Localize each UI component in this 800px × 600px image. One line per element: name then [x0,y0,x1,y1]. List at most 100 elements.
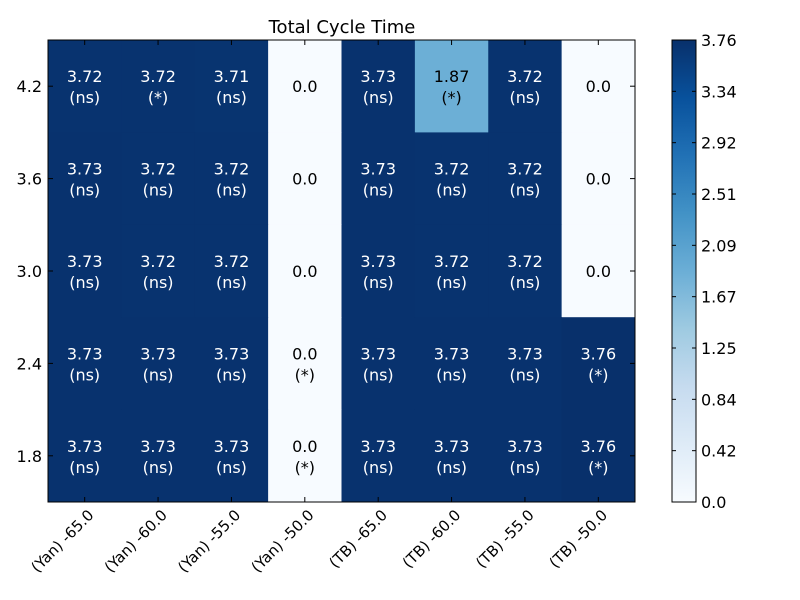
cell-value-label: 3.73 [434,437,470,456]
heatmap-cell [194,317,269,411]
cell-value-label: 3.73 [67,437,103,456]
colorbar-tick-label: 2.51 [701,185,737,204]
cell-value-label: 0.0 [586,170,611,189]
cell-annotation-label: (ns) [363,365,394,384]
cell-value-label: 3.73 [360,437,396,456]
heatmap-cell [194,132,269,226]
cell-annotation-label: (ns) [216,365,247,384]
cell-annotation-label: (ns) [143,365,174,384]
x-tick-label: (TB) -60.0 [399,506,465,572]
heatmap-cell [194,224,269,318]
x-tick-label: (Yan) -65.0 [27,506,97,576]
heatmap-cell [121,40,196,133]
heatmap-cell [341,317,416,411]
colorbar-ticks: 0.0 0.42 0.84 1.25 1.67 2.09 2.51 2.92 3.34 3.76 [672,31,737,512]
heatmap-cell [268,132,342,226]
cell-value-label: 3.76 [581,437,617,456]
cell-annotation-label: (ns) [216,88,247,107]
cell-value-label: 0.0 [292,77,317,96]
cell-annotation-label: (*) [441,88,461,107]
heatmap-cell [48,317,122,411]
cell-value-label: 3.72 [214,160,250,179]
heatmap-cell [341,40,416,133]
heatmap-cell [488,132,563,226]
heatmap-cell [414,317,489,411]
heatmap-cell [561,317,636,411]
x-tick-label: (Yan) -55.0 [174,506,244,576]
cell-annotation-label: (ns) [363,273,394,292]
cell-value-label: 3.72 [67,67,103,86]
cell-annotation-label: (ns) [143,273,174,292]
cell-value-label: 3.73 [360,67,396,86]
chart-title: Total Cycle Time [268,17,416,38]
cell-value-label: 3.72 [507,252,543,271]
cell-annotation-label: (ns) [143,181,174,200]
cell-annotation-label: (ns) [436,181,467,200]
cell-annotation-label: (ns) [509,458,540,477]
cell-value-label: 3.72 [214,252,250,271]
cell-value-label: 0.0 [586,77,611,96]
colorbar-tick-label: 2.09 [701,236,737,255]
cell-value-label: 0.0 [292,344,317,363]
heatmap-cell [268,317,342,411]
y-tick-label: 3.0 [17,262,42,281]
colorbar-gradient [671,39,697,503]
heatmap-cell [414,40,489,133]
cell-value-label: 0.0 [586,262,611,281]
heatmap-cell [341,224,416,318]
heatmap-cell [121,132,196,226]
cell-value-label: 3.73 [140,344,176,363]
heatmap-cell [121,224,196,318]
cell-value-label: 3.73 [214,344,250,363]
cell-value-label: 3.72 [140,67,176,86]
x-tick-label: (TB) -50.0 [546,506,612,572]
cell-annotation-label: (ns) [69,273,100,292]
colorbar-tick-label: 2.92 [701,134,737,153]
x-tick-label: (TB) -55.0 [472,506,538,572]
colorbar-tick-label: 1.67 [701,288,737,307]
cell-annotation-label: (ns) [509,273,540,292]
cell-annotation-label: (ns) [509,181,540,200]
heatmap-cell [268,409,342,503]
heatmap-cell [414,132,489,226]
heatmap-cell [268,224,342,318]
cell-annotation-label: (ns) [216,273,247,292]
cell-annotation-label: (ns) [216,181,247,200]
cell-value-label: 3.73 [507,437,543,456]
cell-annotation-label: (ns) [69,365,100,384]
cell-annotation-label: (ns) [216,458,247,477]
x-tick-label: (Yan) -50.0 [248,506,318,576]
cell-value-label: 3.72 [507,67,543,86]
cell-annotation-label: (ns) [143,458,174,477]
heatmap-cell [121,409,196,503]
cell-value-label: 3.73 [214,437,250,456]
cell-annotation-label: (*) [588,458,608,477]
cell-value-label: 3.71 [214,67,250,86]
heatmap-cell [561,132,636,226]
colorbar-tick-label: 0.84 [701,390,737,409]
y-tick-label: 3.6 [17,170,42,189]
heatmap-cell [194,40,269,133]
y-tick-label: 1.8 [17,447,42,466]
heatmap-cell [488,224,563,318]
colorbar-tick-label: 0.42 [701,442,737,461]
heatmap-cell [488,409,563,503]
cell-value-label: 3.72 [434,252,470,271]
cell-value-label: 3.72 [140,252,176,271]
y-axis: 4.2 3.6 3.0 2.4 1.8 [17,77,635,466]
cell-annotation-label: (ns) [69,181,100,200]
cell-value-label: 0.0 [292,170,317,189]
heatmap-cell [414,224,489,318]
cell-value-label: 3.73 [360,160,396,179]
cell-value-label: 0.0 [292,437,317,456]
cell-annotation-label: (ns) [436,273,467,292]
heatmap-cell [48,132,122,226]
cell-value-label: 0.0 [292,262,317,281]
cell-annotation-label: (ns) [69,88,100,107]
heatmap-cell [48,409,122,503]
cell-annotation-label: (ns) [436,365,467,384]
cell-annotation-label: (ns) [363,458,394,477]
colorbar-tick-label: 0.0 [701,493,726,512]
cell-annotation-label: (ns) [363,181,394,200]
